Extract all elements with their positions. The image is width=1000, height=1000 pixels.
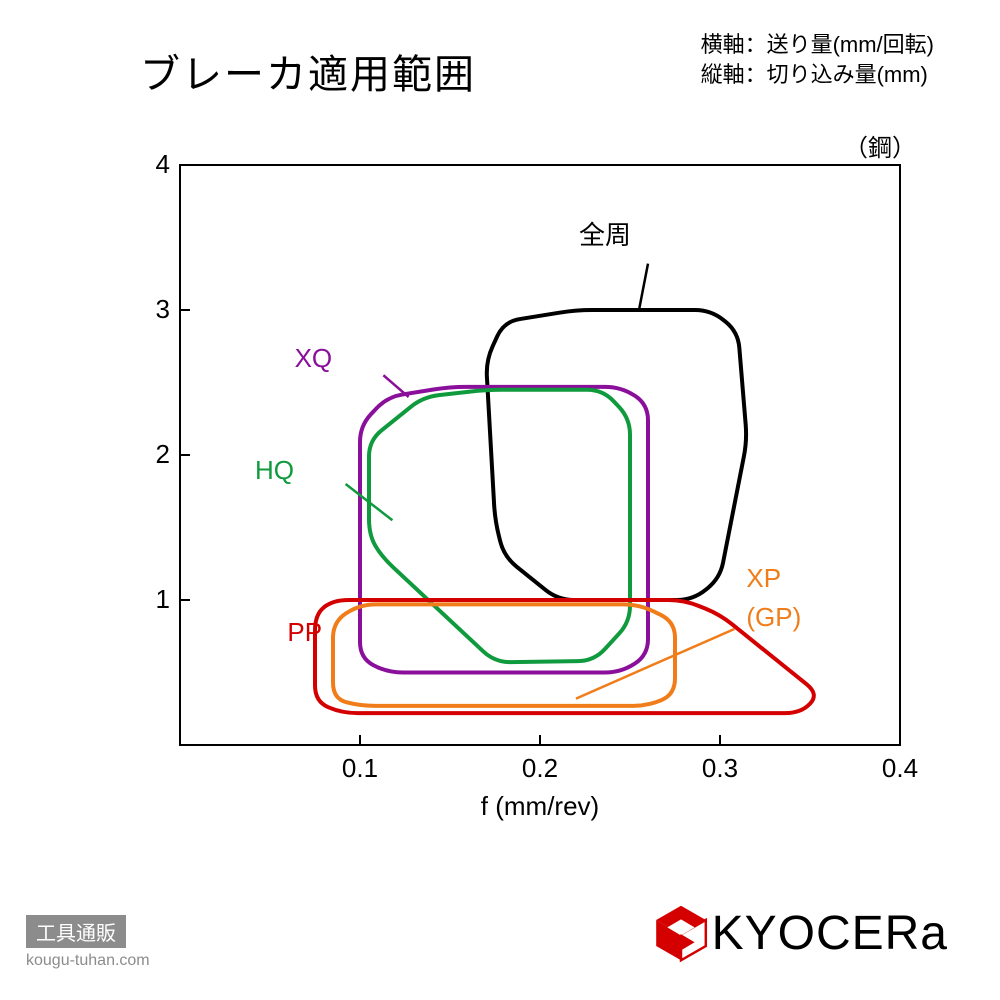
ytick-3: 3 <box>130 294 170 325</box>
xtick-0.4: 0.4 <box>882 753 918 784</box>
source-badge: 工具通販 <box>26 915 126 948</box>
axis-description: 横軸：送り量(mm/回転) 縦軸：切り込み量(mm) <box>701 30 934 89</box>
y-axis-desc: 縦軸：切り込み量(mm) <box>701 60 934 90</box>
region-label-pp: PP <box>287 617 322 648</box>
source-url: kougu-tuhan.com <box>26 952 150 970</box>
chart-plot <box>120 160 920 840</box>
ytick-4: 4 <box>130 149 170 180</box>
region-label-zenshuu: 全周 <box>579 215 631 252</box>
region-label-xp-2: (GP) <box>746 602 801 633</box>
xtick-0.1: 0.1 <box>342 753 378 784</box>
region-label-xq: XQ <box>295 343 333 374</box>
material-label: （鋼） <box>844 128 916 163</box>
xtick-0.2: 0.2 <box>522 753 558 784</box>
xtick-0.3: 0.3 <box>702 753 738 784</box>
x-axis-desc: 横軸：送り量(mm/回転) <box>701 30 934 60</box>
kyocera-logo: KYOCERa <box>650 902 948 964</box>
kyocera-logo-text: KYOCERa <box>712 906 948 961</box>
ytick-1: 1 <box>130 584 170 615</box>
region-label-hq: HQ <box>255 455 294 486</box>
kyocera-logo-icon <box>650 902 712 964</box>
chart-title: ブレーカ適用範囲 <box>140 42 476 100</box>
ytick-2: 2 <box>130 439 170 470</box>
x-axis-label: f (mm/rev) <box>481 791 599 822</box>
chart-container: ap (mm) 1234 0.10.20.30.4 全周XQHQPPXP(GP) <box>120 160 880 800</box>
region-label-xp: XP <box>746 563 781 594</box>
